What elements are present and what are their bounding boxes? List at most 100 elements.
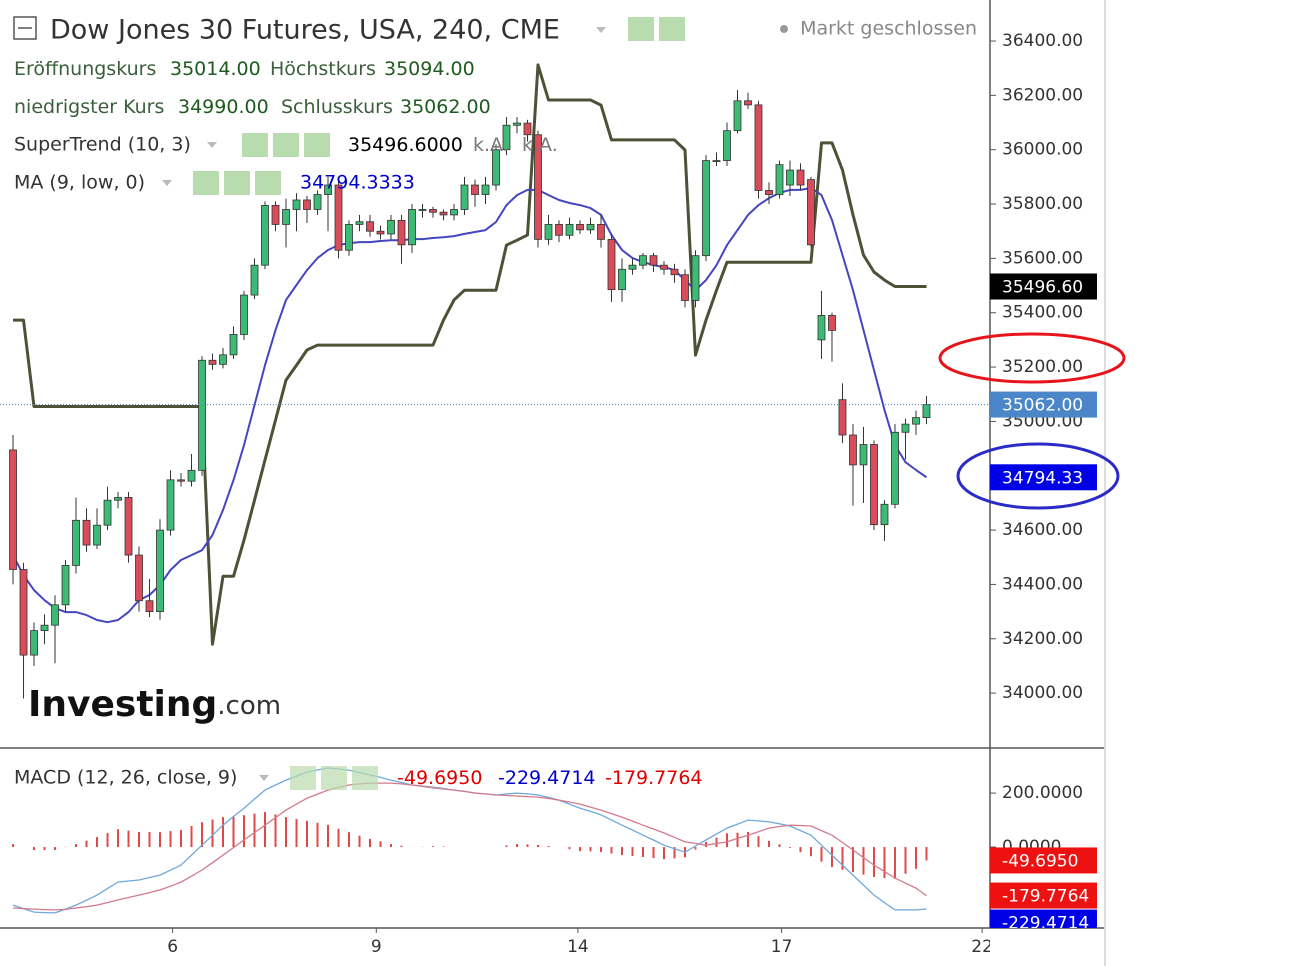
- dropdown-arrow[interactable]: [596, 27, 606, 33]
- price-badge: -229.4714: [990, 909, 1097, 934]
- badge-label: 34794.33: [1002, 468, 1083, 488]
- collapse-button[interactable]: [13, 16, 37, 40]
- x-tick-label: 14: [567, 937, 589, 957]
- y-tick-label: 36400.00: [1002, 31, 1083, 51]
- candle-body: [754, 104, 763, 191]
- candle-body: [670, 268, 679, 276]
- candle-body: [355, 221, 364, 225]
- candle-body: [397, 219, 406, 246]
- candle-body: [166, 479, 175, 531]
- close-icon[interactable]: [352, 766, 378, 790]
- legend-value: 34990.00: [178, 96, 269, 118]
- candle-body: [607, 238, 616, 291]
- watermark-text: .com: [217, 691, 281, 721]
- candle-body: [229, 334, 238, 356]
- legend-value: 35062.00: [400, 96, 491, 118]
- eye-icon[interactable]: [290, 766, 316, 790]
- close-icon[interactable]: [255, 171, 281, 195]
- candle-body: [177, 479, 185, 482]
- candle-body: [859, 444, 868, 466]
- badge-label: 35062.00: [1002, 396, 1083, 416]
- candle-body: [51, 604, 59, 626]
- candle-body: [660, 264, 668, 270]
- candle-body: [418, 209, 427, 211]
- indicator-value: -49.6950: [397, 767, 482, 789]
- watermark: Investing.com: [28, 684, 281, 725]
- dropdown-arrow[interactable]: [259, 775, 269, 781]
- eye-icon[interactable]: [193, 171, 219, 195]
- candle-body: [502, 124, 511, 151]
- status-dot: [780, 25, 788, 33]
- settings-icon[interactable]: [224, 171, 250, 195]
- price-badge: 35062.00: [990, 391, 1097, 418]
- y-tick-label: 34200.00: [1002, 629, 1083, 649]
- indicator-value: -229.4714: [498, 767, 596, 789]
- candle-body: [744, 100, 752, 106]
- badge-label: -179.7764: [1002, 887, 1089, 907]
- candle-body: [796, 169, 805, 186]
- candle-body: [597, 224, 605, 240]
- settings-icon[interactable]: [273, 133, 299, 157]
- candle-body: [345, 224, 353, 251]
- indicator-line: [13, 63, 927, 646]
- candle-body: [544, 224, 553, 240]
- candle-body: [817, 315, 826, 341]
- candle-body: [838, 399, 847, 436]
- candle-body: [439, 211, 448, 216]
- indicator-values: 35496.6000 k.A. k.A.: [348, 134, 558, 156]
- candle-body: [187, 469, 196, 482]
- close-icon[interactable]: [304, 133, 330, 157]
- ohlc-legend: niedrigster Kurs 34990.00 Schlusskurs 35…: [14, 96, 491, 118]
- indicator-name: MACD (12, 26, close, 9): [14, 767, 237, 789]
- price-badge: 35496.60: [990, 273, 1097, 300]
- candle-body: [702, 160, 710, 257]
- dropdown-arrow[interactable]: [162, 180, 172, 186]
- eye-icon[interactable]: [242, 133, 268, 157]
- legend-label: niedrigster Kurs: [14, 96, 164, 118]
- y-tick-label: 34600.00: [1002, 520, 1083, 540]
- candle-body: [208, 359, 217, 365]
- legend-label: Höchstkurs: [270, 58, 376, 80]
- candle-body: [303, 199, 311, 210]
- candle-body: [901, 423, 910, 433]
- candle-body: [681, 274, 689, 301]
- macd-line: [12, 782, 927, 911]
- candle-body: [786, 169, 794, 186]
- settings-icon[interactable]: [321, 766, 347, 790]
- candle-body: [471, 184, 479, 195]
- watermark-text: Investing: [28, 684, 217, 725]
- candle-body: [765, 190, 773, 195]
- candle-body: [82, 519, 91, 546]
- candle-body: [376, 230, 385, 235]
- indicator-line: [12, 187, 928, 624]
- badge-label: -229.4714: [1002, 914, 1089, 934]
- candle-body: [429, 209, 437, 213]
- dropdown-arrow[interactable]: [207, 142, 217, 148]
- price-pane: [9, 63, 931, 699]
- candle-body: [639, 255, 647, 266]
- y-tick-label: 34000.00: [1002, 683, 1083, 703]
- badge-label: 35496.60: [1002, 277, 1083, 297]
- candle-body: [828, 315, 836, 331]
- y-tick-label: 35800.00: [1002, 194, 1083, 214]
- candle-body: [40, 624, 49, 632]
- candle-body: [492, 149, 500, 186]
- x-tick-label: 6: [167, 937, 178, 957]
- candle-body: [555, 224, 563, 236]
- candle-body: [807, 179, 815, 246]
- candle-body: [261, 205, 269, 266]
- y-tick-label: 35600.00: [1002, 248, 1083, 268]
- x-tick-label: 9: [371, 937, 382, 957]
- candle-body: [61, 565, 70, 606]
- x-tick-label: 22: [971, 937, 993, 957]
- candle-body: [240, 294, 248, 335]
- candle-body: [586, 224, 595, 231]
- candle-body: [576, 224, 584, 231]
- y-tick-label: 36000.00: [1002, 140, 1083, 160]
- candle-body: [649, 255, 658, 266]
- eye-icon[interactable]: [628, 17, 654, 41]
- settings-icon[interactable]: [659, 17, 685, 41]
- candle-body: [30, 630, 38, 656]
- candle-body: [9, 449, 17, 570]
